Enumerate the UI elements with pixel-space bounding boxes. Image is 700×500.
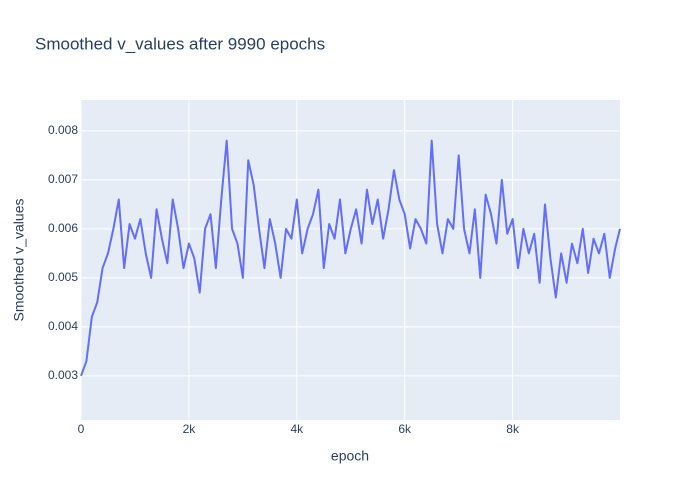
data-line — [80, 139, 621, 377]
y-tick-label: 0.004 — [48, 319, 78, 333]
y-tick-label: 0.007 — [48, 172, 78, 186]
y-tick-label: 0.005 — [48, 270, 78, 284]
chart-title: Smoothed v_values after 9990 epochs — [35, 34, 325, 53]
plot-area — [81, 100, 620, 420]
y-tick-label: 0.006 — [48, 221, 78, 235]
x-axis-title: epoch — [331, 448, 369, 464]
x-tick-label: 4k — [290, 422, 304, 436]
x-tick-label: 2k — [183, 422, 197, 436]
y-tick-label: 0.003 — [48, 368, 78, 382]
x-tick-label: 0 — [78, 422, 85, 436]
x-tick-label: 8k — [506, 422, 520, 436]
y-tick-label: 0.008 — [48, 123, 78, 137]
y-axis-title: Smoothed v_values — [11, 199, 27, 322]
x-tick-label: 6k — [398, 422, 412, 436]
